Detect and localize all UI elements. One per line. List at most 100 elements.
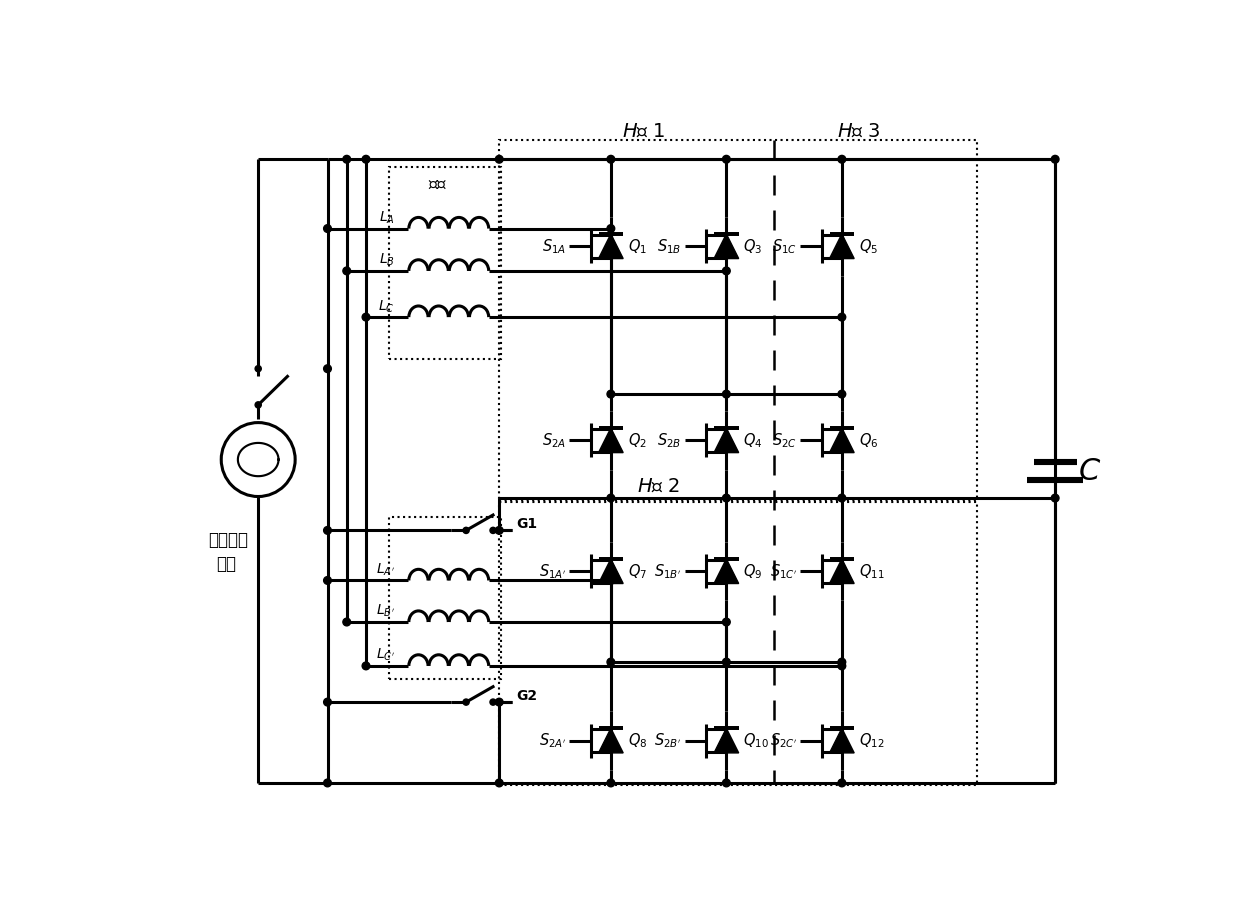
Text: $L_{C'}$: $L_{C'}$	[376, 647, 394, 663]
Text: $Q_6$: $Q_6$	[859, 431, 878, 450]
Circle shape	[324, 577, 331, 584]
Text: $Q_8$: $Q_8$	[627, 732, 647, 750]
Circle shape	[608, 779, 615, 787]
Circle shape	[723, 267, 730, 275]
Circle shape	[495, 527, 503, 534]
Circle shape	[838, 313, 846, 321]
Polygon shape	[830, 728, 854, 753]
Circle shape	[723, 618, 730, 626]
Text: $Q_9$: $Q_9$	[743, 561, 763, 581]
Circle shape	[255, 402, 262, 408]
Text: $Q_2$: $Q_2$	[627, 431, 647, 450]
Polygon shape	[714, 428, 739, 452]
Polygon shape	[830, 428, 854, 452]
Circle shape	[324, 779, 331, 787]
Bar	[500, 502, 977, 785]
Text: $S_{2B'}$: $S_{2B'}$	[655, 732, 682, 750]
Circle shape	[343, 267, 351, 275]
Polygon shape	[830, 234, 854, 258]
Polygon shape	[830, 559, 854, 583]
Text: $S_{2C'}$: $S_{2C'}$	[770, 732, 797, 750]
Text: $Q_5$: $Q_5$	[859, 237, 878, 256]
Text: $Q_{10}$: $Q_{10}$	[743, 732, 769, 750]
Text: G1: G1	[516, 517, 537, 531]
Polygon shape	[714, 559, 739, 583]
Circle shape	[838, 779, 846, 787]
Text: $Q_{11}$: $Q_{11}$	[859, 561, 884, 581]
Polygon shape	[599, 234, 624, 258]
Circle shape	[608, 390, 615, 398]
Circle shape	[362, 313, 370, 321]
Circle shape	[490, 527, 496, 533]
Text: $S_{1A'}$: $S_{1A'}$	[538, 561, 567, 581]
Text: $L_{A'}$: $L_{A'}$	[376, 561, 394, 578]
Circle shape	[608, 577, 615, 584]
Text: 单相交流: 单相交流	[208, 531, 248, 550]
Circle shape	[838, 390, 846, 398]
Circle shape	[255, 366, 262, 372]
Circle shape	[362, 662, 370, 670]
Circle shape	[1052, 156, 1059, 163]
Circle shape	[723, 156, 730, 163]
Text: $H桥\ 3$: $H桥\ 3$	[837, 121, 880, 140]
Circle shape	[490, 699, 496, 705]
Text: $L_A$: $L_A$	[378, 209, 394, 226]
Circle shape	[723, 494, 730, 502]
Text: 输入: 输入	[216, 554, 236, 572]
Text: $S_{2A}$: $S_{2A}$	[542, 431, 567, 450]
Circle shape	[608, 494, 615, 502]
Circle shape	[608, 225, 615, 232]
Circle shape	[838, 658, 846, 666]
Polygon shape	[599, 428, 624, 452]
Bar	[389, 517, 501, 679]
Circle shape	[362, 156, 370, 163]
Circle shape	[608, 156, 615, 163]
Circle shape	[343, 618, 351, 626]
Text: $Q_{12}$: $Q_{12}$	[859, 732, 884, 750]
Text: $Q_3$: $Q_3$	[743, 237, 763, 256]
Polygon shape	[714, 728, 739, 753]
Text: $L_C$: $L_C$	[378, 298, 394, 315]
Text: $H桥\ 2$: $H桥\ 2$	[637, 477, 681, 496]
Polygon shape	[714, 234, 739, 258]
Circle shape	[324, 365, 331, 372]
Circle shape	[495, 156, 503, 163]
Text: $Q_7$: $Q_7$	[627, 561, 647, 581]
Text: $S_{1B}$: $S_{1B}$	[657, 237, 682, 256]
Circle shape	[838, 662, 846, 670]
Text: $H桥\ 1$: $H桥\ 1$	[621, 121, 665, 140]
Text: $L_B$: $L_B$	[378, 252, 394, 268]
Circle shape	[463, 527, 469, 533]
Circle shape	[1052, 494, 1059, 502]
Circle shape	[324, 698, 331, 706]
Text: $S_{1B'}$: $S_{1B'}$	[655, 561, 682, 581]
Text: $C$: $C$	[1079, 457, 1101, 486]
Text: $电机$: $电机$	[428, 175, 446, 193]
Circle shape	[723, 658, 730, 666]
Text: $S_{2B}$: $S_{2B}$	[657, 431, 682, 450]
Circle shape	[495, 779, 503, 787]
Text: G2: G2	[516, 689, 537, 703]
Text: $S_{2C}$: $S_{2C}$	[773, 431, 797, 450]
Circle shape	[838, 156, 846, 163]
Text: $S_{1C}$: $S_{1C}$	[773, 237, 797, 256]
Polygon shape	[599, 559, 624, 583]
Circle shape	[463, 699, 469, 705]
Circle shape	[608, 658, 615, 666]
Circle shape	[723, 390, 730, 398]
Circle shape	[495, 698, 503, 706]
Text: $S_{2A'}$: $S_{2A'}$	[538, 732, 567, 750]
Text: $Q_4$: $Q_4$	[743, 431, 763, 450]
Bar	[500, 140, 977, 500]
Circle shape	[343, 156, 351, 163]
Bar	[389, 167, 501, 359]
Text: $L_{B'}$: $L_{B'}$	[376, 603, 394, 620]
Polygon shape	[599, 728, 624, 753]
Circle shape	[324, 527, 331, 534]
Text: $S_{1A}$: $S_{1A}$	[542, 237, 567, 256]
Text: $Q_1$: $Q_1$	[627, 237, 647, 256]
Circle shape	[324, 225, 331, 232]
Circle shape	[838, 494, 846, 502]
Text: $S_{1C'}$: $S_{1C'}$	[770, 561, 797, 581]
Circle shape	[723, 779, 730, 787]
